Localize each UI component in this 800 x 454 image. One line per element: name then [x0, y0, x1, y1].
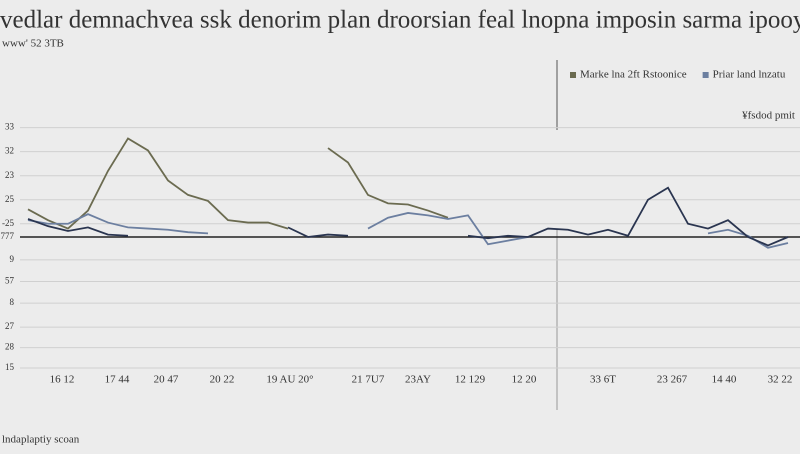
x-tick-label: 23 267 — [657, 374, 688, 386]
footer: lndaplaptiy scoan — [2, 434, 80, 446]
series-line — [27, 137, 289, 230]
y-tick-label: 777 — [1, 231, 15, 241]
y-tick-label: 25 — [5, 194, 15, 204]
chart-title: vedlar demnachvea ssk denorim plan droor… — [0, 7, 800, 34]
chart-subtitle: www' 52 3TB — [2, 38, 64, 50]
y-tick-label: 27 — [5, 321, 15, 331]
x-tick-label: 23AY — [405, 374, 431, 386]
y-tick-label: 57 — [5, 276, 15, 286]
x-tick-label: 16 12 — [50, 374, 75, 386]
series-line — [467, 186, 789, 247]
annotation: ¥fsdod pmit — [742, 110, 795, 122]
legend-label: Marke lna 2ft Rstoonice — [580, 69, 687, 81]
y-tick-label: 33 — [5, 122, 15, 132]
y-tick-label: 8 — [10, 297, 15, 307]
y-tick-label: 23 — [5, 170, 15, 180]
x-tick-label: 12 20 — [512, 374, 537, 386]
y-tick-label: 9 — [10, 254, 15, 264]
y-tick-label: -25 — [2, 218, 14, 228]
x-tick-label: 20 22 — [210, 374, 235, 386]
x-tick-label: 21 7U7 — [352, 374, 385, 386]
x-tick-label: 20 47 — [154, 374, 179, 386]
y-tick-label: 28 — [5, 342, 15, 352]
legend-swatch — [702, 72, 709, 78]
series-line — [367, 212, 529, 246]
series-line — [27, 218, 129, 237]
x-tick-label: 17 44 — [105, 374, 130, 386]
series-line — [27, 213, 209, 235]
x-tick-label: 14 40 — [712, 374, 737, 386]
x-tick-label: 33 6T — [590, 374, 616, 386]
y-tick-label: 15 — [5, 362, 15, 372]
x-tick-label: 12 129 — [455, 374, 486, 386]
x-tick-label: 19 AU 20° — [266, 374, 313, 386]
x-tick-label: 32 22 — [768, 374, 793, 386]
series-line — [327, 147, 449, 219]
series-line — [707, 228, 789, 249]
y-tick-label: 32 — [5, 146, 14, 156]
legend-swatch — [570, 72, 576, 78]
series-line — [287, 226, 349, 238]
legend-label: Priar land lnzatu — [713, 69, 786, 81]
